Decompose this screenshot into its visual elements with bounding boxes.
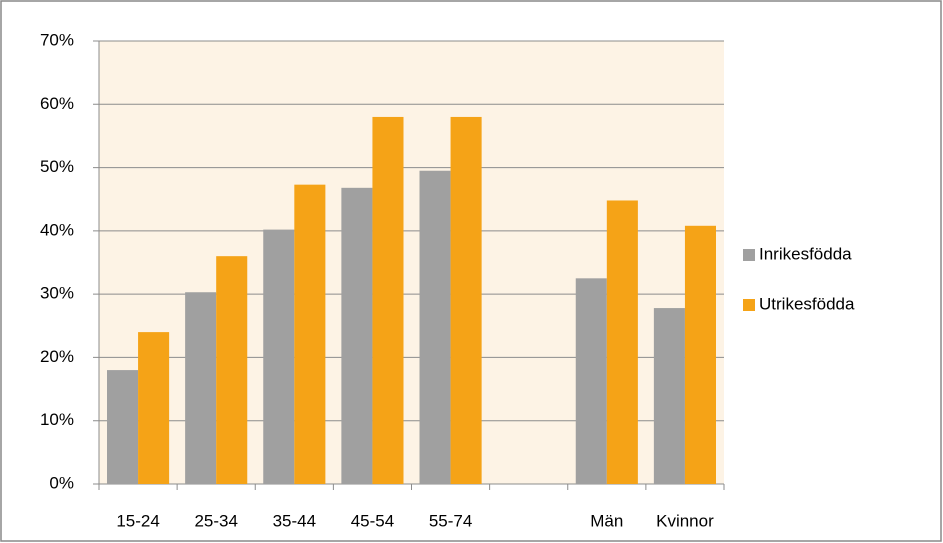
- bar: [372, 116, 404, 484]
- x-tick-label: Kvinnor: [656, 511, 714, 530]
- x-tick-label: 55-74: [429, 511, 472, 530]
- bar: [216, 256, 248, 484]
- legend-label: Inrikesfödda: [759, 244, 852, 263]
- x-tick-label: 45-54: [351, 511, 394, 530]
- bar: [575, 278, 607, 484]
- bar: [450, 116, 482, 484]
- y-tick-label: 10%: [40, 410, 74, 429]
- y-tick-label: 50%: [40, 157, 74, 176]
- bar: [653, 308, 685, 484]
- bar: [606, 200, 638, 485]
- y-tick-label: 30%: [40, 284, 74, 303]
- bar: [294, 184, 326, 484]
- bar: [107, 370, 139, 484]
- bar: [684, 225, 716, 484]
- bar: [263, 229, 295, 484]
- bar: [185, 292, 217, 484]
- bar: [138, 332, 170, 484]
- y-tick-label: 0%: [49, 473, 74, 492]
- legend-swatch: [743, 299, 755, 311]
- x-tick-label: 25-34: [194, 511, 237, 530]
- y-tick-label: 70%: [40, 30, 74, 49]
- y-tick-label: 20%: [40, 347, 74, 366]
- y-tick-label: 40%: [40, 220, 74, 239]
- x-tick-label: Män: [590, 511, 623, 530]
- bar: [419, 170, 451, 484]
- legend-swatch: [743, 249, 755, 261]
- legend-label: Utrikesfödda: [759, 294, 855, 313]
- x-tick-label: 35-44: [273, 511, 316, 530]
- bar: [341, 187, 373, 484]
- y-tick-label: 60%: [40, 94, 74, 113]
- x-tick-label: 15-24: [116, 511, 159, 530]
